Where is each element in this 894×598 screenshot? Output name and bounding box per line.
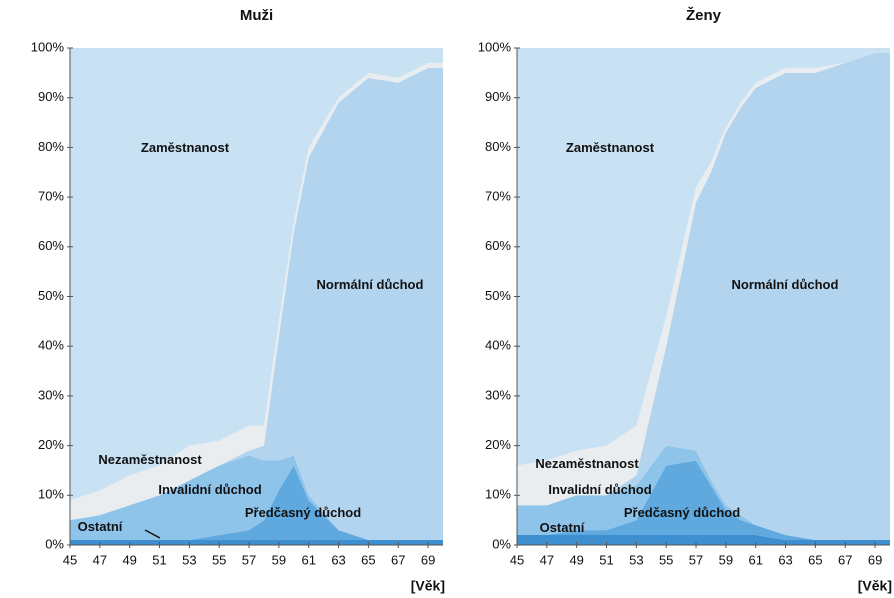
series-label: Ostatní [77, 519, 123, 534]
x-tick-label: 51 [599, 552, 613, 567]
area [517, 460, 890, 541]
x-tick-label: 57 [242, 552, 256, 567]
x-tick-label: 59 [272, 552, 286, 567]
chart-title: Ženy [686, 6, 722, 24]
y-tick-label: 90% [38, 89, 64, 104]
series-label: Předčasný důchod [623, 505, 741, 520]
y-tick-label: 10% [38, 487, 64, 502]
x-tick-label: 47 [540, 552, 554, 567]
arrow [144, 529, 161, 539]
y-tick-label: 20% [38, 437, 64, 452]
x-tick-label: 55 [659, 552, 673, 567]
y-tick-label: 40% [38, 338, 64, 353]
area [517, 535, 890, 545]
area [70, 540, 443, 545]
x-tick-label: 49 [122, 552, 136, 567]
x-tick-label: 67 [391, 552, 405, 567]
series-label: Normální důchod [316, 277, 424, 292]
series-label: Nezaměstnanost [98, 452, 202, 467]
y-tick-label: 80% [485, 139, 511, 154]
y-tick-label: 80% [38, 139, 64, 154]
x-tick-label: 69 [868, 552, 882, 567]
series-label: Zaměstnanost [565, 140, 655, 155]
x-tick-label: 63 [778, 552, 792, 567]
y-tick-label: 100% [478, 39, 512, 54]
y-tick-label: 30% [38, 387, 64, 402]
area [70, 48, 443, 501]
y-tick-label: 90% [485, 89, 511, 104]
y-tick-label: 60% [485, 238, 511, 253]
y-tick-label: 70% [485, 189, 511, 204]
x-axis-label: [Věk] [858, 578, 892, 594]
x-tick-label: 69 [421, 552, 435, 567]
y-tick-label: 0% [492, 536, 511, 551]
y-tick-label: 10% [485, 487, 511, 502]
series-label: Nezaměstnanost [535, 456, 639, 471]
area [517, 52, 890, 506]
area [517, 48, 890, 466]
x-tick-label: 45 [510, 552, 524, 567]
x-tick-label: 47 [93, 552, 107, 567]
x-tick-label: 53 [182, 552, 196, 567]
x-tick-label: 55 [212, 552, 226, 567]
area [517, 52, 890, 541]
x-tick-label: 53 [629, 552, 643, 567]
series-label: Invalidní důchod [548, 482, 652, 497]
y-tick-label: 0% [45, 536, 64, 551]
x-tick-label: 49 [569, 552, 583, 567]
x-tick-label: 61 [748, 552, 762, 567]
x-tick-label: 57 [689, 552, 703, 567]
x-tick-label: 45 [63, 552, 77, 567]
y-tick-label: 50% [485, 288, 511, 303]
x-tick-label: 63 [331, 552, 345, 567]
y-tick-label: 40% [485, 338, 511, 353]
area [70, 62, 443, 521]
x-tick-label: 61 [301, 552, 315, 567]
y-tick-label: 60% [38, 238, 64, 253]
x-tick-label: 65 [808, 552, 822, 567]
area [517, 445, 890, 541]
x-tick-label: 59 [719, 552, 733, 567]
series-label: Zaměstnanost [140, 140, 230, 155]
area [70, 67, 443, 541]
area [70, 455, 443, 541]
series-label: Ostatní [539, 520, 585, 535]
x-tick-label: 67 [838, 552, 852, 567]
y-tick-label: 100% [31, 39, 65, 54]
chart-title: Muži [240, 7, 273, 24]
series-label: Předčasný důchod [244, 505, 362, 520]
series-label: Normální důchod [731, 277, 839, 292]
x-tick-label: 51 [152, 552, 166, 567]
series-label: Invalidní důchod [158, 482, 262, 497]
x-axis-label: [Věk] [411, 578, 445, 594]
x-tick-label: 65 [361, 552, 375, 567]
y-tick-label: 30% [485, 387, 511, 402]
y-tick-label: 70% [38, 189, 64, 204]
y-tick-label: 20% [485, 437, 511, 452]
y-tick-label: 50% [38, 288, 64, 303]
